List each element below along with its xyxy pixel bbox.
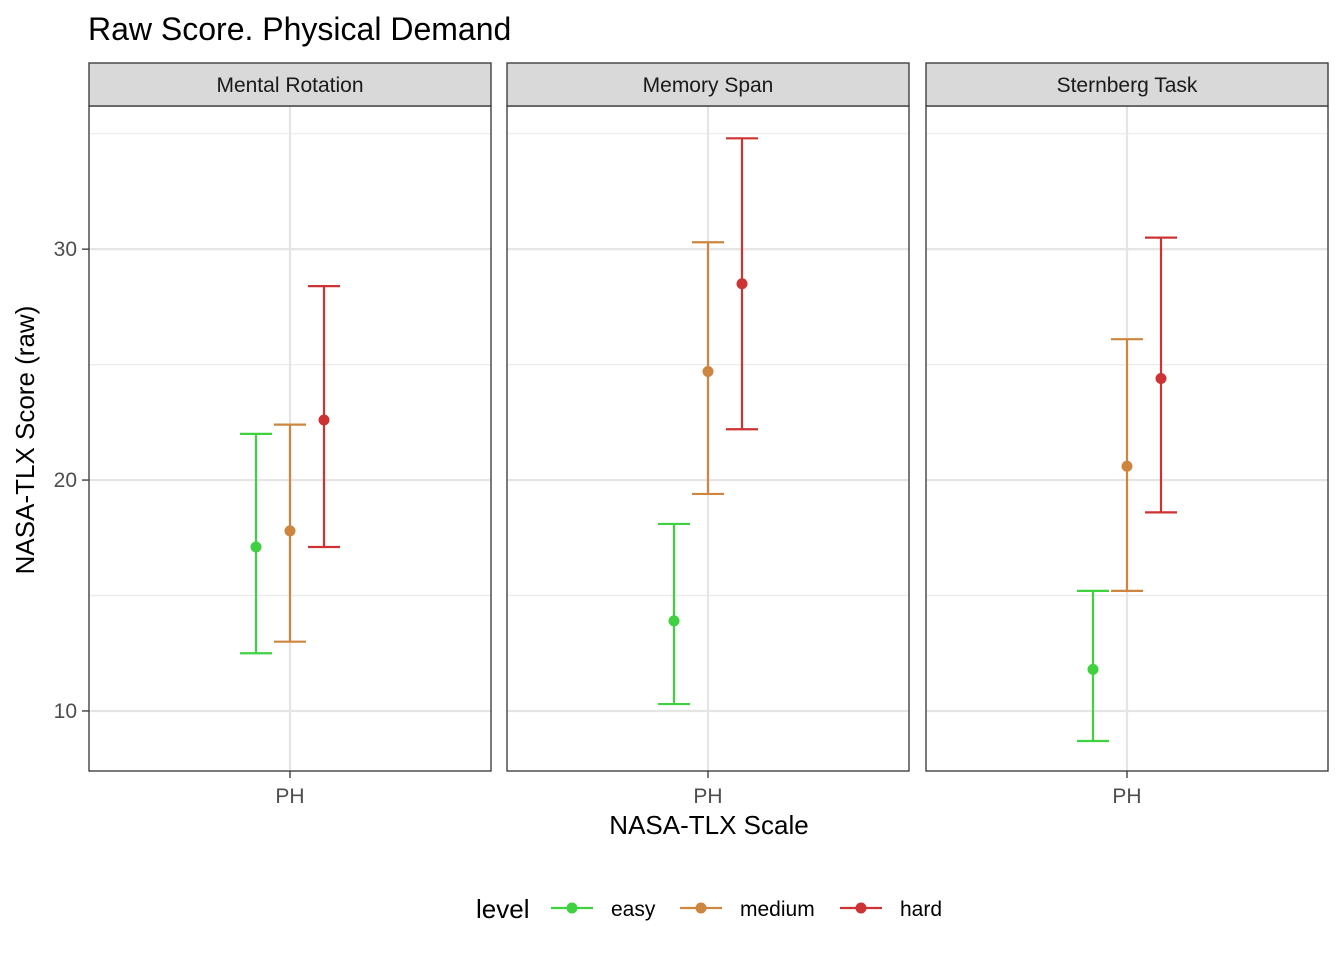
facet-strip-label: Memory Span bbox=[643, 74, 774, 97]
y-tick-label: 30 bbox=[54, 238, 77, 261]
facet-strip bbox=[506, 62, 910, 107]
point-easy bbox=[250, 541, 262, 553]
point-hard bbox=[736, 278, 748, 290]
point-hard bbox=[1155, 372, 1167, 384]
x-tick-label: PH bbox=[275, 785, 304, 808]
y-tick-label: 10 bbox=[54, 700, 77, 723]
point-easy bbox=[1087, 663, 1099, 675]
facet-strip bbox=[925, 62, 1329, 107]
point-medium bbox=[284, 525, 296, 537]
facet-panel: Sternberg Task PH bbox=[925, 62, 1329, 808]
facet-panel: Mental Rotation PH bbox=[88, 62, 492, 808]
facet-strip-label: Mental Rotation bbox=[216, 74, 363, 97]
x-axis-label: NASA-TLX Scale bbox=[609, 810, 808, 840]
y-tick-label: 20 bbox=[54, 469, 77, 492]
point-medium bbox=[1121, 460, 1133, 472]
legend-label-easy: easy bbox=[611, 898, 656, 921]
facet-strip bbox=[88, 62, 492, 107]
legend-key-point-easy bbox=[566, 902, 578, 914]
point-hard bbox=[318, 414, 330, 426]
legend-key-point-medium bbox=[695, 902, 707, 914]
legend-label-hard: hard bbox=[900, 898, 942, 921]
point-medium bbox=[702, 366, 714, 378]
x-tick-label: PH bbox=[693, 785, 722, 808]
y-axis-label: NASA-TLX Score (raw) bbox=[10, 306, 40, 575]
legend-key-point-hard bbox=[855, 902, 867, 914]
legend: level easy medium hard bbox=[476, 894, 942, 924]
chart-title: Raw Score. Physical Demand bbox=[88, 11, 511, 47]
x-tick-label: PH bbox=[1112, 785, 1141, 808]
facet-panel: Memory Span PH bbox=[506, 62, 910, 808]
legend-title: level bbox=[476, 894, 529, 924]
legend-label-medium: medium bbox=[740, 898, 815, 921]
point-easy bbox=[668, 615, 680, 627]
facet-strip-label: Sternberg Task bbox=[1057, 74, 1198, 97]
